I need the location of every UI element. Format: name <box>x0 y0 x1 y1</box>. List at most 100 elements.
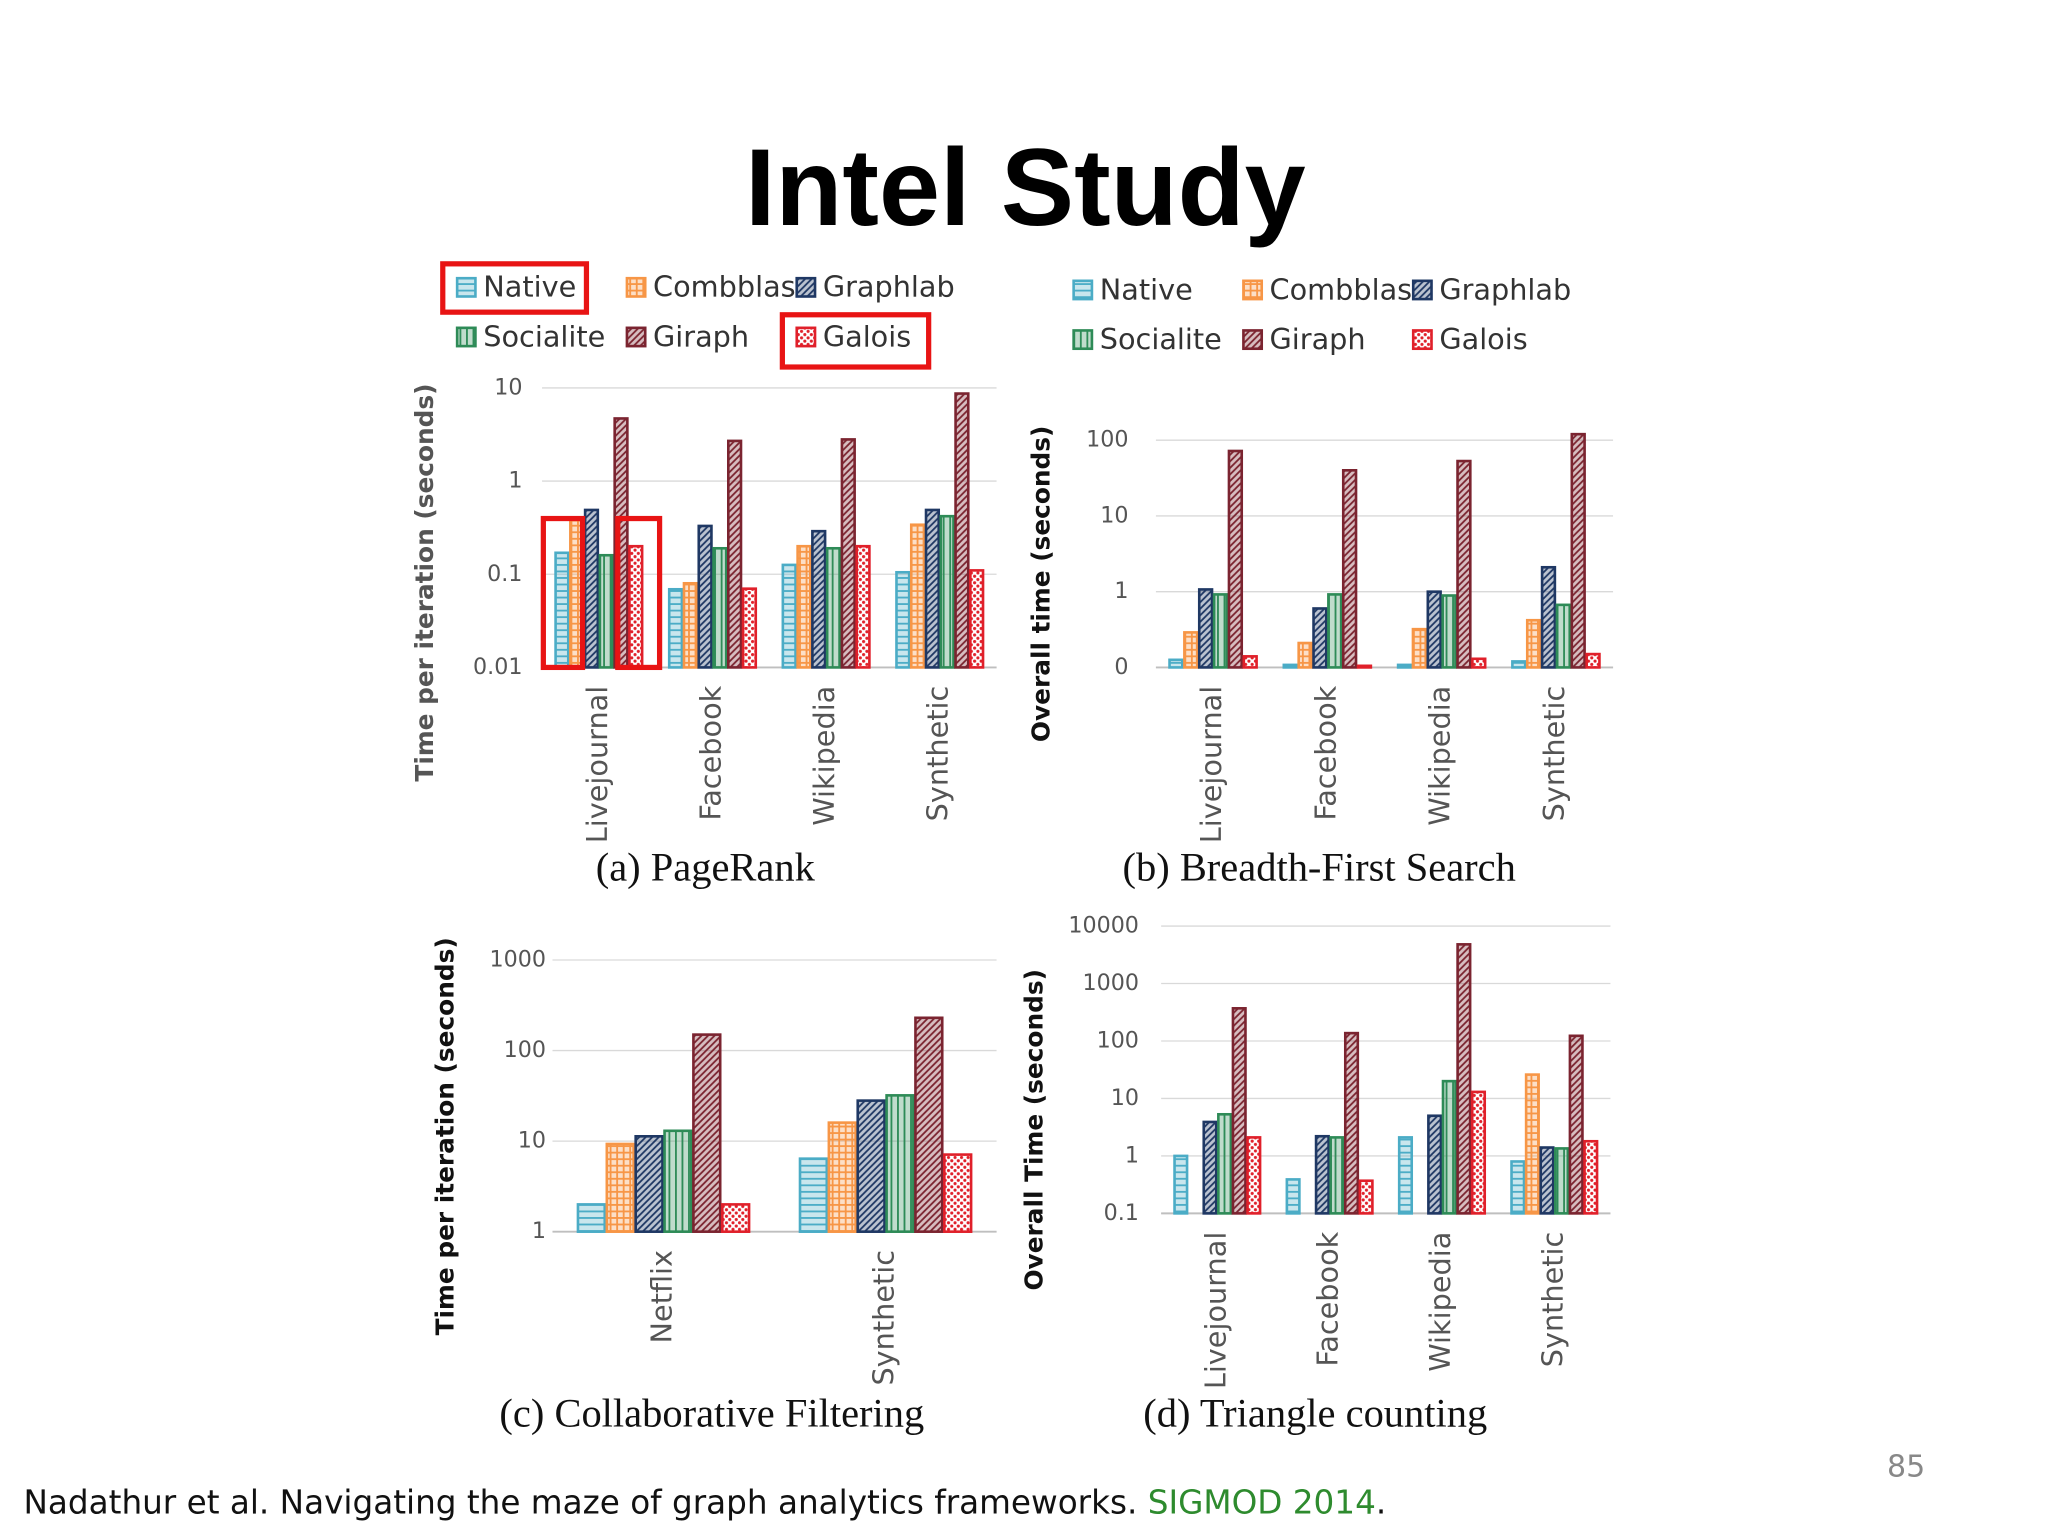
x-tick-label: Wikipedia <box>1423 686 1457 826</box>
bar <box>663 1129 693 1233</box>
highlight-annotations <box>440 261 932 671</box>
bar <box>554 551 570 669</box>
bar <box>598 553 614 669</box>
bar <box>796 544 812 669</box>
bar <box>1227 449 1244 669</box>
bar <box>1343 1031 1360 1215</box>
bar <box>1356 664 1373 669</box>
legend-label: Galois <box>823 319 911 353</box>
chart-caption: (d) Triangle counting <box>1143 1390 1487 1435</box>
legend-swatch <box>795 326 817 348</box>
x-tick-label: Synthetic <box>867 1250 901 1386</box>
bar <box>605 1142 635 1233</box>
legend-swatch <box>795 276 817 298</box>
legend-label: Giraph <box>653 319 749 353</box>
y-tick-label: 10 <box>1100 502 1128 528</box>
bar <box>1397 1136 1414 1215</box>
bar <box>583 508 600 669</box>
footer-venue: SIGMOD 2014 <box>1148 1484 1376 1522</box>
x-tick-label: Livejournal <box>1194 686 1228 843</box>
bar <box>1183 631 1199 669</box>
legend-label: Graphlab <box>823 270 955 304</box>
slide-title: Intel Study <box>745 127 1306 249</box>
highlight-box <box>779 312 932 370</box>
chart: 10000 1000 100 10 1 0.1 Overall Time (seconds)… <box>1020 913 1611 1435</box>
y-tick-label: 10 <box>1111 1085 1139 1111</box>
bar <box>697 524 713 669</box>
bar <box>1426 590 1442 669</box>
bar <box>1441 594 1457 669</box>
y-tick-label: 10000 <box>1068 913 1139 939</box>
bar <box>1246 1136 1262 1215</box>
bar <box>1282 663 1298 669</box>
bar <box>943 1153 973 1233</box>
bar <box>1396 663 1413 669</box>
bar <box>1202 1120 1218 1215</box>
legend-label: Socialite <box>1100 322 1222 356</box>
bar <box>856 1099 886 1233</box>
bar <box>1470 1090 1487 1215</box>
y-axis-label: Time per iteration (seconds) <box>431 937 460 1335</box>
y-tick-label: 100 <box>1097 1027 1139 1053</box>
bar <box>895 570 911 669</box>
legend-label: Combblas <box>653 270 796 304</box>
x-tick-label: Wikipedia <box>1423 1232 1457 1372</box>
y-tick-label: 10 <box>518 1128 546 1154</box>
legend-label: Giraph <box>1270 322 1366 356</box>
y-tick-label: 0.1 <box>487 561 522 587</box>
x-tick-label: Livejournal <box>1198 1232 1232 1389</box>
x-tick-label: Facebook <box>1311 1231 1345 1366</box>
x-tick-label: Synthetic <box>1537 686 1571 822</box>
x-tick-label: Facebook <box>693 685 727 820</box>
bar <box>1570 432 1586 669</box>
y-tick-label: 10 <box>494 374 522 400</box>
x-tick-label: Synthetic <box>1535 1232 1569 1368</box>
bar <box>1312 607 1328 669</box>
bar <box>811 529 827 669</box>
bar <box>825 546 842 669</box>
footer-end: . <box>1376 1484 1386 1522</box>
y-tick-label: 0.1 <box>1104 1200 1139 1226</box>
bar <box>1329 1136 1345 1215</box>
bar <box>1510 1160 1526 1215</box>
x-tick-label: Facebook <box>1308 685 1342 820</box>
legend-swatch <box>1072 329 1094 351</box>
y-axis-label: Time per iteration (seconds) <box>410 383 439 781</box>
bar <box>741 587 758 669</box>
legend-swatch <box>1411 329 1433 351</box>
bar <box>914 1016 944 1233</box>
bar <box>1427 1114 1443 1215</box>
chart: 10 1 0.1 0.01 Time per iteration (seconds) (a… <box>410 270 997 889</box>
chart-caption: (a) PageRank <box>596 844 816 889</box>
y-tick-label: 1 <box>508 468 522 494</box>
legend-swatch <box>625 326 647 348</box>
legend-label: Socialite <box>483 319 605 353</box>
bar <box>939 514 955 669</box>
y-axis-label: Overall time (seconds) <box>1026 426 1055 742</box>
bar <box>1217 1112 1233 1215</box>
bar <box>798 1157 829 1233</box>
x-tick-label: Synthetic <box>921 686 955 822</box>
x-tick-label: Wikipedia <box>807 686 841 826</box>
bar <box>1539 1146 1555 1215</box>
highlight-box <box>540 515 586 671</box>
legend-swatch <box>455 326 477 348</box>
legend-label: Graphlab <box>1439 272 1571 306</box>
legend-label: Galois <box>1439 322 1527 356</box>
bar <box>1358 1179 1374 1215</box>
x-tick-label: Livejournal <box>580 686 614 843</box>
bar <box>692 1033 722 1233</box>
bar <box>1471 657 1487 669</box>
chart-caption: (c) Collaborative Filtering <box>499 1390 924 1435</box>
bar <box>1168 658 1184 669</box>
legend-label: Native <box>483 270 576 304</box>
bar <box>885 1094 915 1233</box>
bar <box>1554 1147 1570 1215</box>
chart: 1000 100 10 1 Time per iteration (seconds) (c… <box>431 937 997 1435</box>
y-tick-label: 1 <box>1114 578 1128 604</box>
y-tick-label: 1000 <box>1082 970 1138 996</box>
bar <box>1314 1134 1330 1215</box>
legend-swatch <box>1242 329 1264 351</box>
bar <box>1285 1178 1301 1215</box>
